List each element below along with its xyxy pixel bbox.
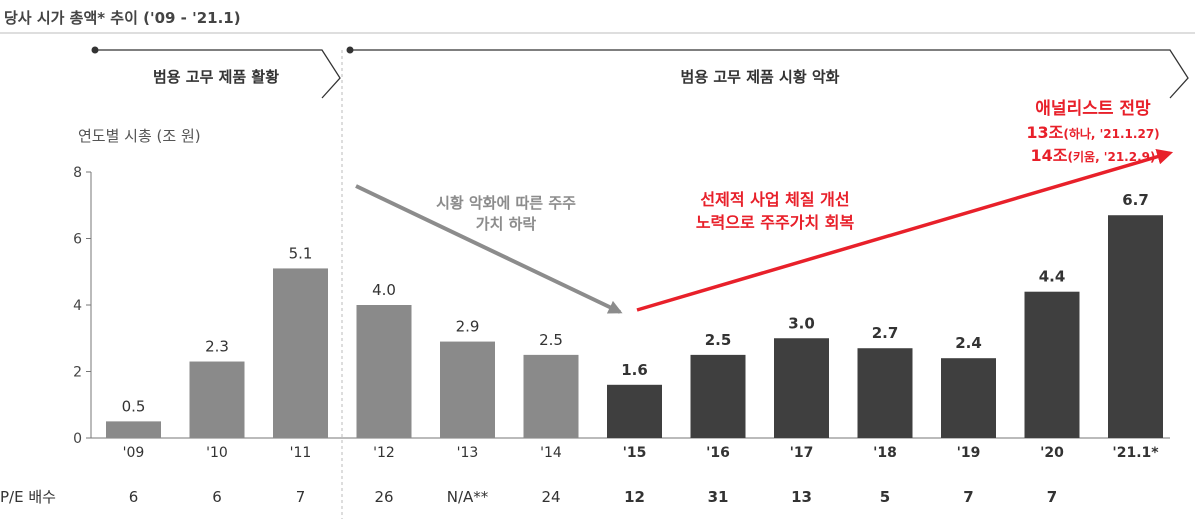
decline-trend-arrow [355, 184, 623, 314]
analyst-line-2-value: 14조 [1031, 146, 1068, 165]
analyst-line-1-source: (하나, '21.1.27) [1063, 126, 1159, 141]
bar-value-label: 2.5 [539, 331, 563, 349]
bar [273, 268, 328, 438]
analyst-line-2-source: (키움, '21.2.9) [1068, 149, 1156, 164]
x-tick-label: '21.1* [1112, 445, 1159, 461]
bar [1024, 291, 1080, 438]
y-tick-label: 6 [73, 232, 82, 248]
x-tick-label: '13 [457, 445, 479, 461]
bar-value-label: 2.3 [205, 338, 229, 356]
bar-value-label: 3.0 [788, 314, 815, 332]
bar-value-label: 6.7 [1122, 191, 1149, 209]
phase-banner-2: 범용 고무 제품 시황 악화 [346, 46, 1189, 99]
bar [690, 354, 746, 438]
x-tick-label: '12 [373, 445, 395, 461]
pe-value: 12 [624, 488, 645, 506]
decline-annotation-line2: 가치 하락 [476, 215, 537, 233]
bar [1108, 215, 1163, 438]
analyst-line-2: 14조(키움, '21.2.9) [1031, 146, 1156, 165]
pe-value: 7 [1047, 488, 1057, 506]
bar [440, 341, 495, 438]
bar-value-label: 2.4 [955, 334, 982, 352]
x-tick-label: '19 [957, 445, 981, 461]
pe-value: 13 [791, 488, 812, 506]
recovery-annotation-line1: 선제적 사업 체질 개선 [700, 190, 849, 209]
pe-value: 6 [212, 488, 222, 506]
analyst-outlook: 애널리스트 전망 13조(하나, '21.1.27) 14조(키움, '21.2… [1026, 99, 1159, 165]
x-tick-label: '17 [790, 445, 814, 461]
analyst-line-1-value: 13조 [1026, 123, 1063, 142]
bar-value-label: 0.5 [122, 397, 146, 415]
pe-value: 24 [541, 488, 560, 506]
pe-value: 26 [374, 488, 393, 506]
x-tick-label: '14 [540, 445, 562, 461]
bar-value-label: 1.6 [621, 361, 648, 379]
recovery-trend-arrow [636, 148, 1174, 312]
pe-value: 7 [963, 488, 973, 506]
pe-value: 31 [708, 488, 729, 506]
phase-banner-1: 범용 고무 제품 활황 [91, 46, 341, 99]
page-title: 당사 시가 총액* 추이 ('09 - '21.1) [4, 9, 241, 27]
bar-value-label: 4.0 [372, 281, 396, 299]
recovery-annotation-line2: 노력으로 주주가치 회복 [696, 213, 855, 232]
y-tick-label: 0 [73, 431, 82, 447]
x-tick-label: '16 [706, 445, 730, 461]
x-tick-label: '15 [623, 445, 647, 461]
pe-value: 7 [296, 488, 306, 506]
phase-label-2: 범용 고무 제품 시황 악화 [681, 68, 840, 86]
bar-value-label: 2.9 [456, 318, 480, 336]
analyst-line-1: 13조(하나, '21.1.27) [1026, 123, 1159, 142]
bar [774, 338, 829, 438]
bar [106, 421, 161, 438]
y-tick-label: 2 [73, 365, 82, 381]
bar-value-label: 5.1 [289, 244, 313, 262]
bar [857, 348, 913, 438]
x-tick-label: '10 [206, 445, 228, 461]
x-tick-label: '18 [873, 445, 897, 461]
bar [523, 354, 579, 438]
bar-value-label: 2.7 [872, 324, 899, 342]
pe-value: N/A** [447, 488, 489, 506]
bar [607, 384, 662, 438]
bar-value-label: 2.5 [705, 331, 732, 349]
phase-label-1: 범용 고무 제품 활황 [153, 68, 279, 86]
y-tick-label: 8 [73, 165, 82, 181]
bar [941, 358, 996, 438]
x-tick-label: '11 [290, 445, 312, 461]
bar-value-label: 4.4 [1039, 268, 1066, 286]
decline-annotation-line1: 시황 악화에 따른 주주 [436, 194, 576, 212]
bar [356, 305, 412, 438]
x-tick-label: '09 [123, 445, 145, 461]
analyst-title: 애널리스트 전망 [1035, 99, 1151, 119]
bar [189, 361, 245, 438]
x-tick-label: '20 [1040, 445, 1064, 461]
pe-value: 5 [880, 488, 890, 506]
y-axis-label: 연도별 시총 (조 원) [78, 127, 201, 145]
pe-row-label: P/E 배수 [0, 488, 56, 506]
pe-value: 6 [129, 488, 139, 506]
y-tick-label: 4 [73, 298, 82, 314]
